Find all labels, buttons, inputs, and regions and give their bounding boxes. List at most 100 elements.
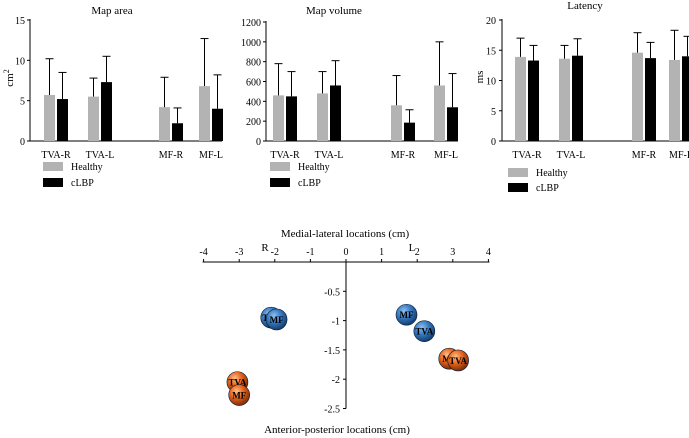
y-tick-label: 5 [491,107,496,118]
map-volume-chart: Map volume 0 200 400 600 800 1000 1200 TVA-R TVA… [241,5,458,189]
scatter-y-tick-label: -2 [332,375,340,386]
bar-healthy [559,58,570,141]
legend-label: Healthy [298,162,330,173]
legend-swatch-healthy [270,162,290,171]
x-tick-label: MF-R [391,150,416,161]
bar-healthy [88,96,99,141]
legend-label: Healthy [71,162,103,173]
point-healthy-tva [413,320,436,342]
x-tick-label: TVA-R [512,150,542,161]
bar-clbp [447,107,458,141]
scatter-y-tick-label: -1.5 [324,346,340,357]
bar-healthy [434,85,445,141]
bar-healthy [44,95,55,141]
x-tick-label: MF-L [199,150,223,161]
legend-label: cLBP [71,178,94,189]
scatter-x-tick-label: -2 [271,247,279,258]
y-tick-label: 0 [256,137,261,148]
scatter-xlabel: Medial-lateral locations (cm) [281,228,410,240]
point-label: TVA [415,327,433,337]
scatter-x-tick-label: 1 [379,247,384,258]
bar-healthy [669,59,680,141]
scatter-x-tick-label: 4 [486,247,491,258]
point-label: TVA [449,356,467,366]
y-tick-label: 10 [486,77,496,88]
location-scatter: Medial-lateral locations (cm) Anterior-p… [199,228,490,436]
bar-clbp [645,58,656,141]
x-tick-label: TVA-R [41,150,71,161]
latency-chart: Latency ms 0 5 10 15 20 TVA-R TVA-L MF-R MF-L Hea… [474,0,689,194]
x-tick-label: MF-R [159,150,184,161]
y-tick-label: 1200 [241,18,261,29]
legend-swatch-healthy [43,162,63,171]
bar-clbp [286,96,297,141]
point-clbp-mf [228,384,250,406]
y-tick-label: 400 [246,97,261,108]
point-label: TVA [228,378,246,388]
bar-clbp [101,82,112,141]
legend-swatch-clbp [270,178,290,187]
bar-clbp [57,99,68,141]
x-tick-label: TVA-L [315,150,344,161]
scatter-y-tick-label: -0.5 [324,287,340,298]
scatter-x-tick-label: -3 [235,247,243,258]
point-label: MF [270,315,284,325]
point-healthy-mf [395,303,418,326]
latency-title: Latency [567,0,603,12]
scatter-x-tick-label: 0 [344,247,349,258]
y-tick-label: 800 [246,58,261,69]
bar-clbp [528,60,539,141]
bar-healthy [632,52,643,141]
bar-clbp [682,56,689,141]
map-area-title: Map area [91,5,132,17]
y-tick-label: 0 [20,137,25,148]
bar-healthy [391,105,402,141]
bar-clbp [404,122,415,141]
y-tick-label: 15 [15,16,25,27]
latency-ylabel: ms [474,71,486,84]
legend-swatch-clbp [508,183,528,192]
bar-healthy [273,95,284,141]
y-tick-label: 15 [486,46,496,57]
point-label: MF [400,310,414,320]
legend-swatch-healthy [508,168,528,177]
scatter-x-tick-label: 2 [415,247,420,258]
bar-clbp [330,85,341,141]
scatter-x-tick-label: -1 [306,247,314,258]
point-clbp-tva [447,349,469,372]
y-tick-label: 1000 [241,38,261,49]
bar-healthy [159,107,170,141]
point-label: MF [232,391,246,401]
scatter-x-tick-label: -4 [199,247,207,258]
bar-healthy [317,93,328,141]
bar-clbp [172,123,183,141]
x-tick-label: TVA-R [270,150,300,161]
map-area-ylabel: cm2 [2,69,16,86]
map-volume-title: Map volume [306,5,362,17]
y-tick-label: 600 [246,78,261,89]
point-healthy-mf [265,308,288,331]
y-tick-label: 10 [15,56,25,67]
x-tick-label: MF-R [632,150,657,161]
legend-label: cLBP [536,183,559,194]
y-tick-label: 20 [486,16,496,27]
legend-swatch-clbp [43,178,63,187]
bar-healthy [515,56,526,141]
bar-healthy [199,86,210,141]
x-tick-label: MF-L [669,150,689,161]
scatter-y-tick-label: -1 [332,317,340,328]
x-tick-label: TVA-L [557,150,586,161]
x-tick-label: MF-L [434,150,458,161]
side-label-left: L [409,242,416,254]
bar-clbp [572,55,583,141]
bar-clbp [212,108,223,141]
scatter-ylabel: Anterior-posterior locations (cm) [264,424,410,436]
y-tick-label: 0 [491,137,496,148]
legend-label: Healthy [536,168,568,179]
scatter-y-tick-label: -2.5 [324,405,340,416]
side-label-right: R [261,242,269,254]
y-tick-label: 200 [246,117,261,128]
map-area-chart: Map area cm2 0 5 10 15 TVA-R TVA-L MF-R MF-L Hea… [2,5,223,189]
y-tick-label: 5 [20,97,25,108]
